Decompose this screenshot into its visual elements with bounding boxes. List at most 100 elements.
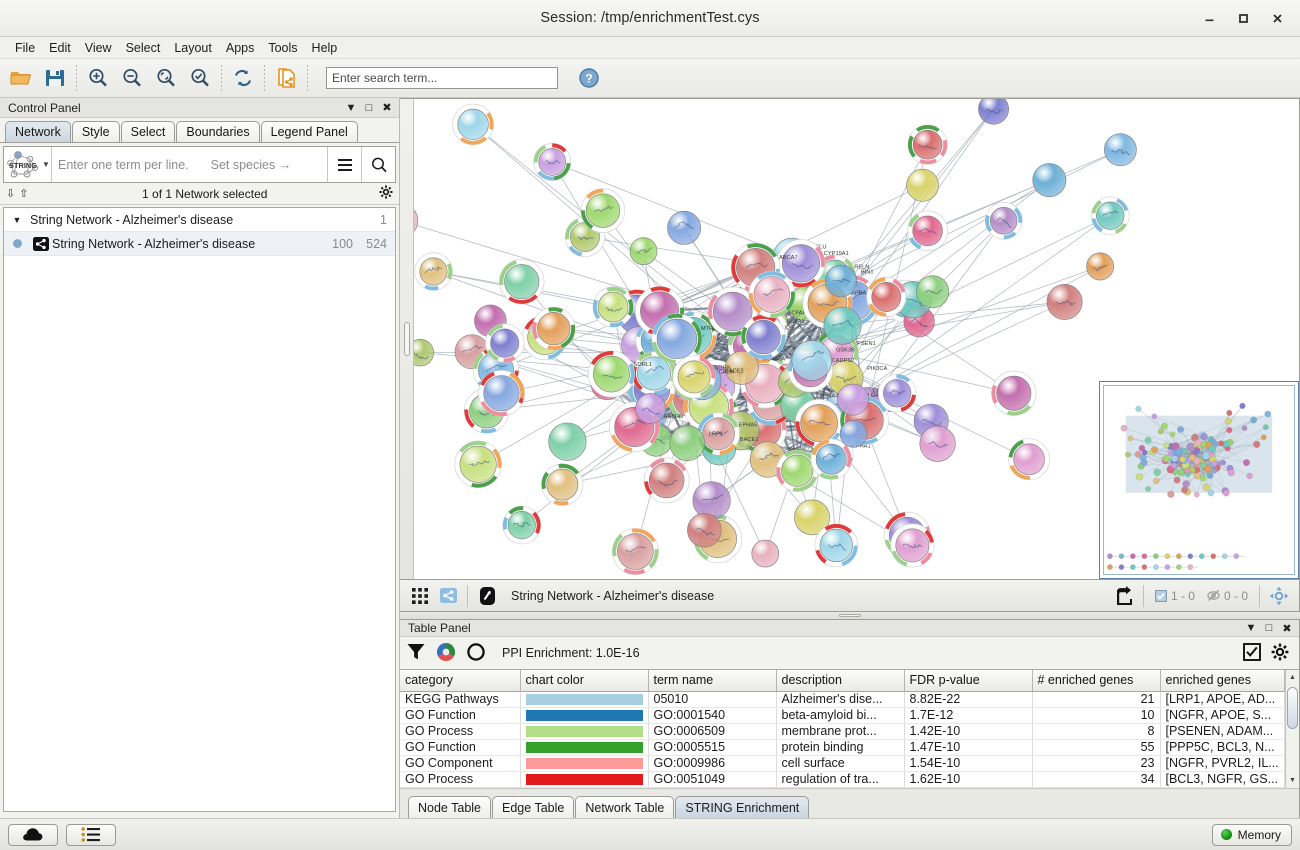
maximize-button[interactable]: [1226, 4, 1260, 34]
table-row[interactable]: GO Process GO:0006509 membrane prot... 1.42…: [400, 723, 1285, 740]
menu-edit[interactable]: Edit: [49, 40, 71, 55]
menu-view[interactable]: View: [84, 40, 112, 55]
tab-edge-table[interactable]: Edge Table: [492, 796, 575, 818]
help-icon[interactable]: ?: [572, 61, 606, 95]
splitter-grip[interactable]: [839, 614, 861, 617]
cell-chart-color: [520, 771, 649, 788]
tab-style[interactable]: Style: [71, 121, 120, 142]
col-category[interactable]: category: [400, 670, 521, 692]
refresh-icon[interactable]: [226, 61, 260, 95]
list-icon[interactable]: [66, 823, 116, 846]
checkbox-icon[interactable]: [1243, 642, 1261, 664]
col-term-name[interactable]: term name: [648, 670, 777, 692]
menu-tools[interactable]: Tools: [268, 40, 298, 55]
scroll-down-icon[interactable]: ▼: [1289, 777, 1296, 784]
tab-boundaries[interactable]: Boundaries: [176, 121, 260, 142]
zoom-fit-icon[interactable]: [149, 61, 183, 95]
string-search-bar: STRING ▼ Enter one term per line. Set sp…: [3, 146, 396, 183]
hidden-count-chip[interactable]: 0 - 0: [1201, 589, 1254, 603]
export-view-icon[interactable]: [1110, 584, 1138, 608]
zoom-in-icon[interactable]: [81, 61, 115, 95]
table-panel: Table Panel ▼ □ ✖: [400, 619, 1300, 818]
close-panel-icon[interactable]: ✖: [382, 102, 392, 114]
network-view[interactable]: MT-ND2MT-ND1VSNL1GAB2NCAM1ACHEPVRL2TOMM4…: [400, 98, 1300, 580]
table-row[interactable]: GO Component GO:0009986 cell surface 1.54E-…: [400, 755, 1285, 772]
string-options-icon[interactable]: [327, 147, 361, 182]
tab-network-table[interactable]: Network Table: [575, 796, 675, 818]
detach-view-icon[interactable]: [473, 584, 501, 608]
col-enriched-genes[interactable]: enriched genes: [1160, 670, 1285, 692]
tab-legend-panel[interactable]: Legend Panel: [260, 121, 358, 142]
string-term-input[interactable]: Enter one term per line. Set species →: [52, 147, 327, 182]
open-folder-icon[interactable]: [4, 61, 38, 95]
network-tree[interactable]: ▼ String Network - Alzheimer's disease 1…: [3, 207, 396, 812]
cloud-icon[interactable]: [8, 823, 58, 846]
enrichment-table-wrap[interactable]: category chart color term name descripti…: [400, 669, 1299, 788]
close-panel-icon[interactable]: ✖: [1282, 622, 1292, 635]
string-logo-icon[interactable]: STRING ▼: [4, 147, 52, 182]
chevron-down-icon[interactable]: ▼: [1245, 622, 1257, 634]
menu-select[interactable]: Select: [125, 40, 161, 55]
col-enriched-count[interactable]: # enriched genes: [1032, 670, 1161, 692]
scrollbar-thumb[interactable]: [1287, 687, 1298, 729]
chevron-down-icon[interactable]: ▼: [345, 101, 357, 114]
tab-select[interactable]: Select: [120, 121, 176, 142]
chevron-down-icon[interactable]: ▼: [42, 160, 50, 169]
menu-file[interactable]: File: [15, 40, 36, 55]
birds-eye-view[interactable]: [1099, 381, 1299, 579]
zoom-out-icon[interactable]: [115, 61, 149, 95]
splitter-grip[interactable]: [403, 322, 410, 356]
col-chart-color[interactable]: chart color: [520, 670, 649, 692]
svg-text:LRP1: LRP1: [709, 431, 723, 437]
memory-status[interactable]: Memory: [1211, 823, 1292, 846]
float-panel-icon[interactable]: □: [365, 101, 373, 114]
selected-count-chip[interactable]: 1 - 0: [1149, 589, 1201, 603]
table-row[interactable]: GO Function GO:0005515 protein binding 1.47…: [400, 739, 1285, 756]
network-tree-item[interactable]: String Network - Alzheimer's disease 100…: [4, 232, 395, 256]
filter-icon[interactable]: [406, 642, 426, 665]
minimize-button[interactable]: [1192, 4, 1226, 34]
color-wheel-icon[interactable]: [436, 642, 456, 665]
svg-text:BACE2: BACE2: [725, 369, 744, 375]
table-row[interactable]: KEGG Pathways 05010 Alzheimer's dise... 8.8…: [400, 691, 1285, 708]
table-row[interactable]: GO Process GO:0019220regulation of ph...1…: [400, 787, 1285, 788]
pan-tool-icon[interactable]: [1265, 584, 1293, 608]
expand-all-icon[interactable]: ⇧: [19, 188, 29, 200]
ring-icon[interactable]: [466, 642, 486, 665]
zoom-selected-icon[interactable]: [183, 61, 217, 95]
menu-apps[interactable]: Apps: [225, 40, 255, 55]
cell-enriched-genes: [PPP5C, NGFR, P...: [1160, 787, 1285, 788]
chevron-down-icon[interactable]: ▼: [12, 214, 22, 225]
col-fdr-p-value[interactable]: FDR p-value: [904, 670, 1033, 692]
search-input[interactable]: Enter search term...: [326, 67, 558, 89]
menu-layout[interactable]: Layout: [174, 40, 212, 55]
set-species-link[interactable]: Set species →: [210, 157, 292, 172]
cell-chart-color: [520, 691, 649, 708]
network-edge-count: 524: [366, 236, 387, 251]
scroll-up-icon[interactable]: ▲: [1289, 674, 1296, 681]
close-button[interactable]: [1260, 4, 1294, 34]
string-search-icon[interactable]: [361, 147, 395, 182]
tab-string-enrichment[interactable]: STRING Enrichment: [675, 796, 810, 818]
network-thumbnail-icon[interactable]: [434, 584, 462, 608]
col-description[interactable]: description: [776, 670, 905, 692]
table-row[interactable]: GO Process GO:0051049 regulation of tra...…: [400, 771, 1285, 788]
gear-icon[interactable]: [1271, 643, 1289, 664]
panel-splitter[interactable]: [400, 99, 414, 579]
table-vertical-scrollbar[interactable]: ▲ ▼: [1284, 670, 1299, 788]
share-network-icon[interactable]: [269, 61, 303, 95]
save-icon[interactable]: [38, 61, 72, 95]
network-tree-root[interactable]: ▼ String Network - Alzheimer's disease 1: [4, 208, 395, 232]
float-panel-icon[interactable]: □: [1265, 622, 1273, 634]
gear-icon[interactable]: [379, 185, 393, 202]
table-row[interactable]: GO Function GO:0001540 beta-amyloid bi... 1…: [400, 707, 1285, 724]
tab-network[interactable]: Network: [5, 121, 71, 142]
collapse-all-icon[interactable]: ⇩: [6, 188, 16, 200]
menu-help[interactable]: Help: [311, 40, 338, 55]
network-canvas[interactable]: MT-ND2MT-ND1VSNL1GAB2NCAM1ACHEPVRL2TOMM4…: [400, 99, 1299, 580]
grid-layout-icon[interactable]: [406, 584, 434, 608]
enrichment-table[interactable]: category chart color term name descripti…: [400, 670, 1285, 788]
enrichment-table-body[interactable]: KEGG Pathways 05010 Alzheimer's dise... 8.8…: [400, 691, 1285, 788]
tab-node-table[interactable]: Node Table: [408, 796, 492, 818]
horizontal-splitter[interactable]: [400, 612, 1300, 619]
